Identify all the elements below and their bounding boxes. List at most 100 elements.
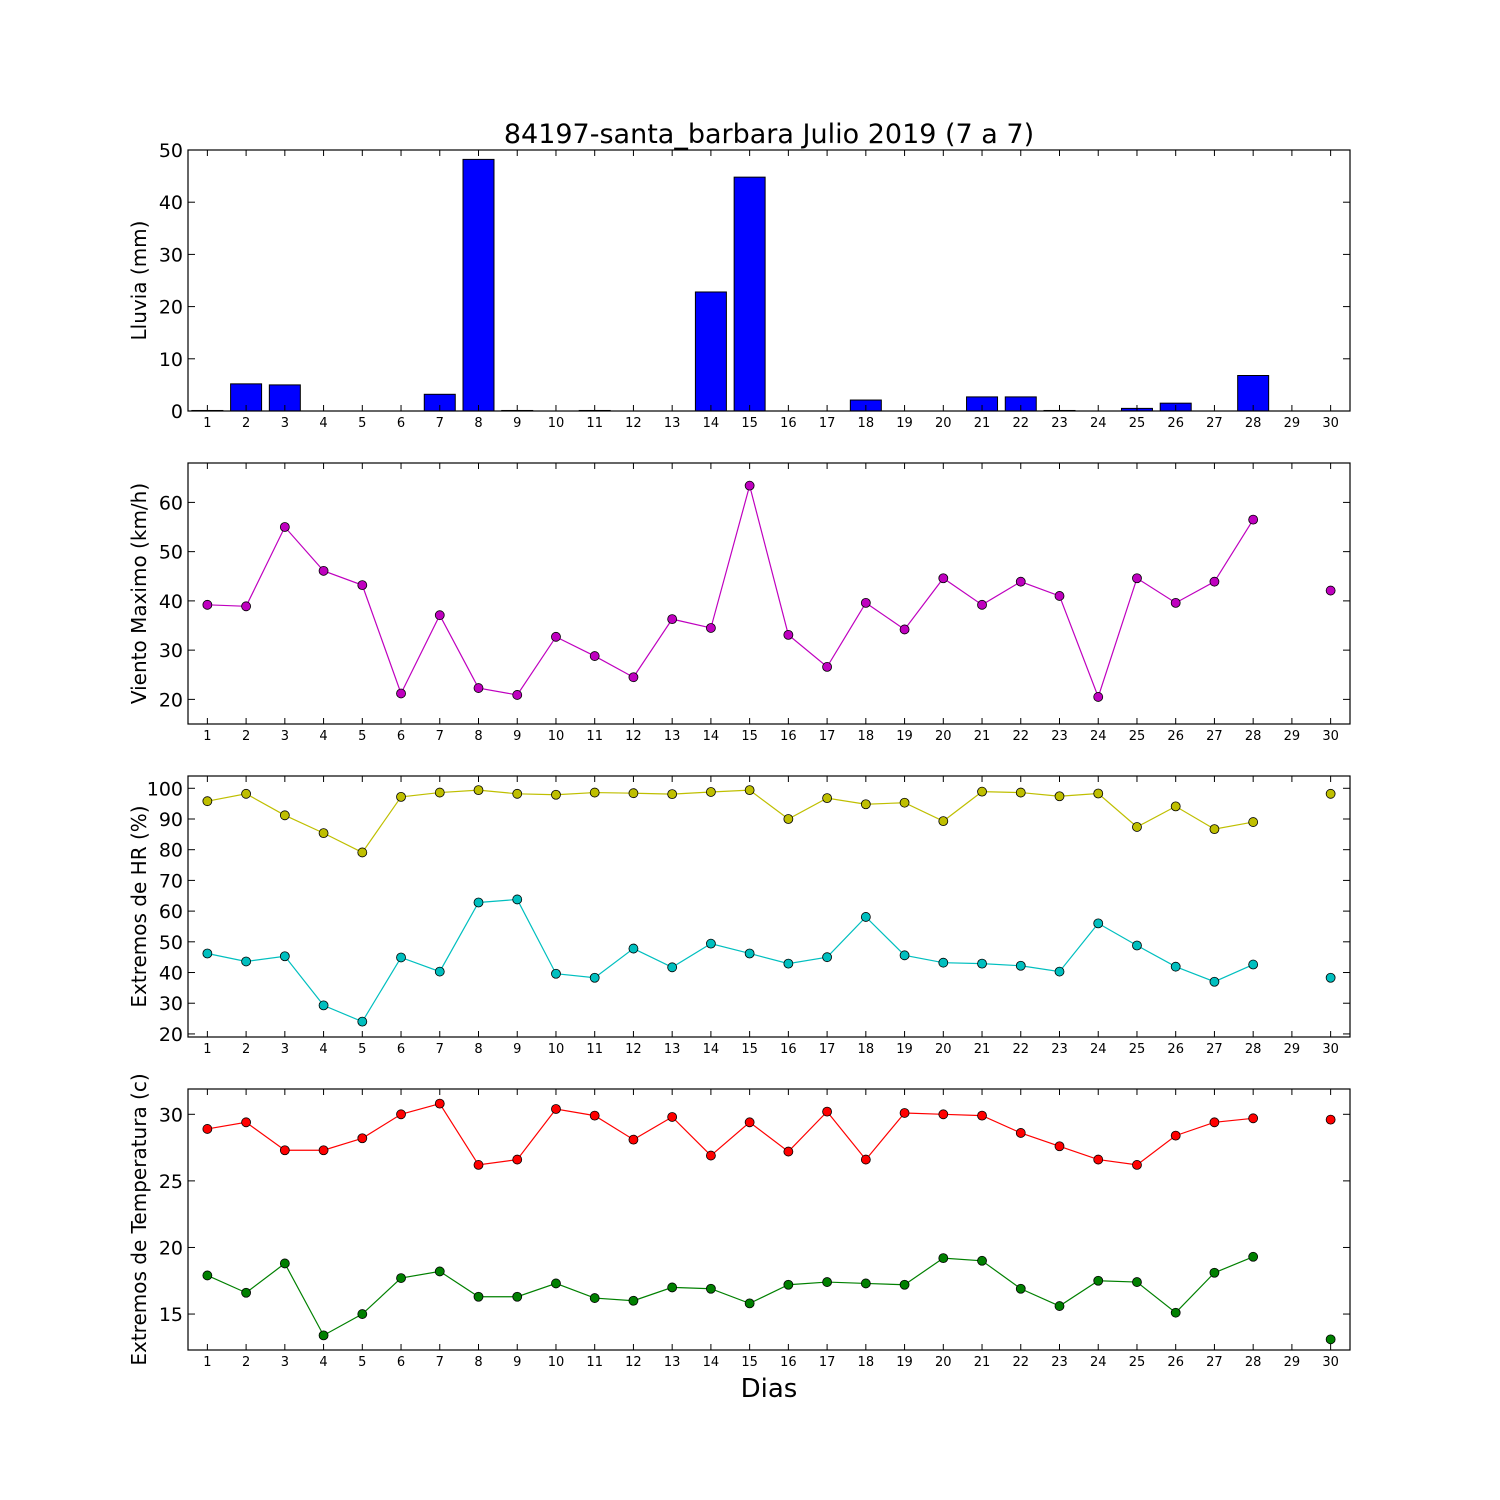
rainfall-y-tick-label: 20: [159, 297, 183, 319]
temperature-x-tick-label: 17: [819, 1355, 836, 1370]
wind-series-0-point: [1093, 692, 1104, 702]
humidity-series-0-point: [706, 787, 716, 797]
humidity-series-1-point: [744, 948, 755, 959]
wind-x-tick-label: 21: [974, 729, 991, 744]
rainfall-x-tick-label: 3: [281, 416, 289, 431]
humidity-series-1-point: [241, 956, 252, 967]
temperature-x-tick-label: 25: [1129, 1355, 1146, 1370]
temperature-series-0-point: [977, 1110, 987, 1121]
temperature-series-1-point: [628, 1295, 639, 1306]
temperature-series-1-point: [396, 1273, 406, 1283]
wind-x-tick-label: 1: [203, 729, 211, 744]
humidity-y-tick-label: 20: [159, 1024, 183, 1046]
humidity-y-tick-label: 30: [159, 993, 183, 1015]
wind-series-0-point: [1325, 585, 1336, 596]
wind-x-tick-label: 4: [319, 729, 327, 744]
rainfall-x-tick-label: 6: [397, 416, 405, 431]
wind-x-tick-label: 28: [1245, 729, 1262, 744]
humidity-series-1-point: [473, 897, 484, 908]
humidity-x-tick-label: 4: [319, 1042, 327, 1057]
humidity-x-tick-label: 7: [436, 1042, 444, 1057]
humidity-x-tick-label: 14: [703, 1042, 720, 1057]
temperature-series-1-point: [860, 1278, 871, 1289]
temperature-x-tick-label: 5: [358, 1355, 366, 1370]
rainfall-bar: [230, 383, 263, 412]
temperature-x-tick-label: 8: [474, 1355, 482, 1370]
temperature-series-1-point: [1015, 1283, 1026, 1294]
humidity-series-0-point: [1054, 791, 1065, 802]
temperature-series-0-point: [860, 1154, 871, 1165]
temperature-series-1-point: [202, 1270, 213, 1281]
wind-series-0-point: [822, 661, 832, 672]
humidity-series-0-point: [822, 793, 832, 804]
wind-x-tick-label: 17: [819, 729, 836, 744]
temperature-series-1-point: [241, 1287, 252, 1298]
humidity-series-1-point: [860, 912, 871, 922]
humidity-x-tick-label: 5: [358, 1042, 366, 1057]
temperature-x-tick-label: 2: [242, 1355, 250, 1370]
wind-x-tick-label: 13: [664, 729, 681, 744]
wind-series-0-point: [1132, 573, 1142, 584]
humidity-x-tick-label: 26: [1167, 1042, 1184, 1057]
wind-x-tick-label: 27: [1206, 729, 1223, 744]
rainfall-x-tick-label: 5: [358, 416, 366, 431]
temperature-series-1-point: [977, 1255, 987, 1266]
temperature-series-1-point: [744, 1298, 755, 1309]
humidity-series-0-point: [279, 810, 290, 821]
wind-series-0-point: [1054, 591, 1065, 601]
humidity-series-0-point: [1015, 787, 1026, 798]
humidity-series-1-point: [1248, 959, 1259, 970]
humidity-y-tick-label: 90: [159, 809, 183, 831]
temperature-y-axis-label: Extremos de Temperatura (c): [127, 1073, 151, 1365]
wind-series-0-point: [783, 629, 794, 640]
rainfall-x-tick-label: 10: [548, 416, 565, 431]
temperature-x-tick-label: 29: [1284, 1355, 1301, 1370]
wind-x-tick-label: 7: [436, 729, 444, 744]
rainfall-x-tick-label: 17: [819, 416, 836, 431]
wind-x-tick-label: 2: [242, 729, 250, 744]
wind-x-tick-label: 16: [780, 729, 797, 744]
wind-series-0-point: [202, 599, 213, 610]
humidity-series-0-point: [589, 787, 600, 798]
humidity-series-0-point: [512, 788, 523, 799]
temperature-x-tick-label: 15: [741, 1355, 758, 1370]
humidity-x-tick-label: 8: [474, 1042, 482, 1057]
humidity-series-0-point: [744, 785, 755, 796]
rainfall-x-tick-label: 13: [664, 416, 681, 431]
temperature-series-0-point: [473, 1160, 484, 1170]
rainfall-x-tick-label: 7: [436, 416, 444, 431]
wind-x-tick-label: 6: [397, 729, 405, 744]
humidity-series-1-point: [977, 958, 987, 969]
humidity-series-1-point: [1209, 976, 1220, 987]
wind-series-0-point: [938, 573, 949, 584]
temperature-series-1-point: [434, 1266, 445, 1277]
x-axis-label: Dias: [741, 1374, 798, 1404]
humidity-y-tick-label: 40: [159, 963, 183, 985]
wind-series-0-point: [744, 480, 755, 491]
humidity-series-1-point: [1325, 972, 1336, 983]
rainfall-x-tick-label: 12: [625, 416, 642, 431]
rainfall-bar: [462, 158, 495, 412]
temperature-x-tick-label: 11: [586, 1355, 603, 1370]
wind-series-0-point: [512, 690, 523, 700]
wind-y-tick-label: 50: [159, 542, 183, 564]
humidity-series-1-point: [1132, 940, 1142, 951]
wind-x-tick-label: 25: [1129, 729, 1146, 744]
wind-y-axis-label: Viento Maximo (km/h): [127, 483, 151, 704]
temperature-series-1-point: [512, 1291, 523, 1302]
humidity-x-tick-label: 29: [1284, 1042, 1301, 1057]
temperature-x-tick-label: 10: [548, 1355, 565, 1370]
humidity-series-0-point: [667, 789, 678, 800]
humidity-series-1-point: [822, 952, 832, 963]
rainfall-x-tick-label: 27: [1206, 416, 1223, 431]
temperature-series-1-point: [473, 1291, 484, 1302]
humidity-series-0-point: [1209, 824, 1220, 835]
humidity-series-1-point: [706, 938, 716, 949]
temperature-series-1-point: [1325, 1334, 1336, 1345]
humidity-series-0-point: [1132, 822, 1142, 832]
temperature-x-tick-label: 9: [513, 1355, 521, 1370]
rainfall-x-tick-label: 2: [242, 416, 250, 431]
humidity-series-1-point: [1170, 961, 1181, 972]
humidity-series-1-point: [1054, 966, 1065, 977]
rainfall-panel: 1 2 3 4 5 6 7 8 9 10 11 12 13 14 15 16 17 18 19 20 21 22 23 24 2…: [127, 140, 1351, 431]
